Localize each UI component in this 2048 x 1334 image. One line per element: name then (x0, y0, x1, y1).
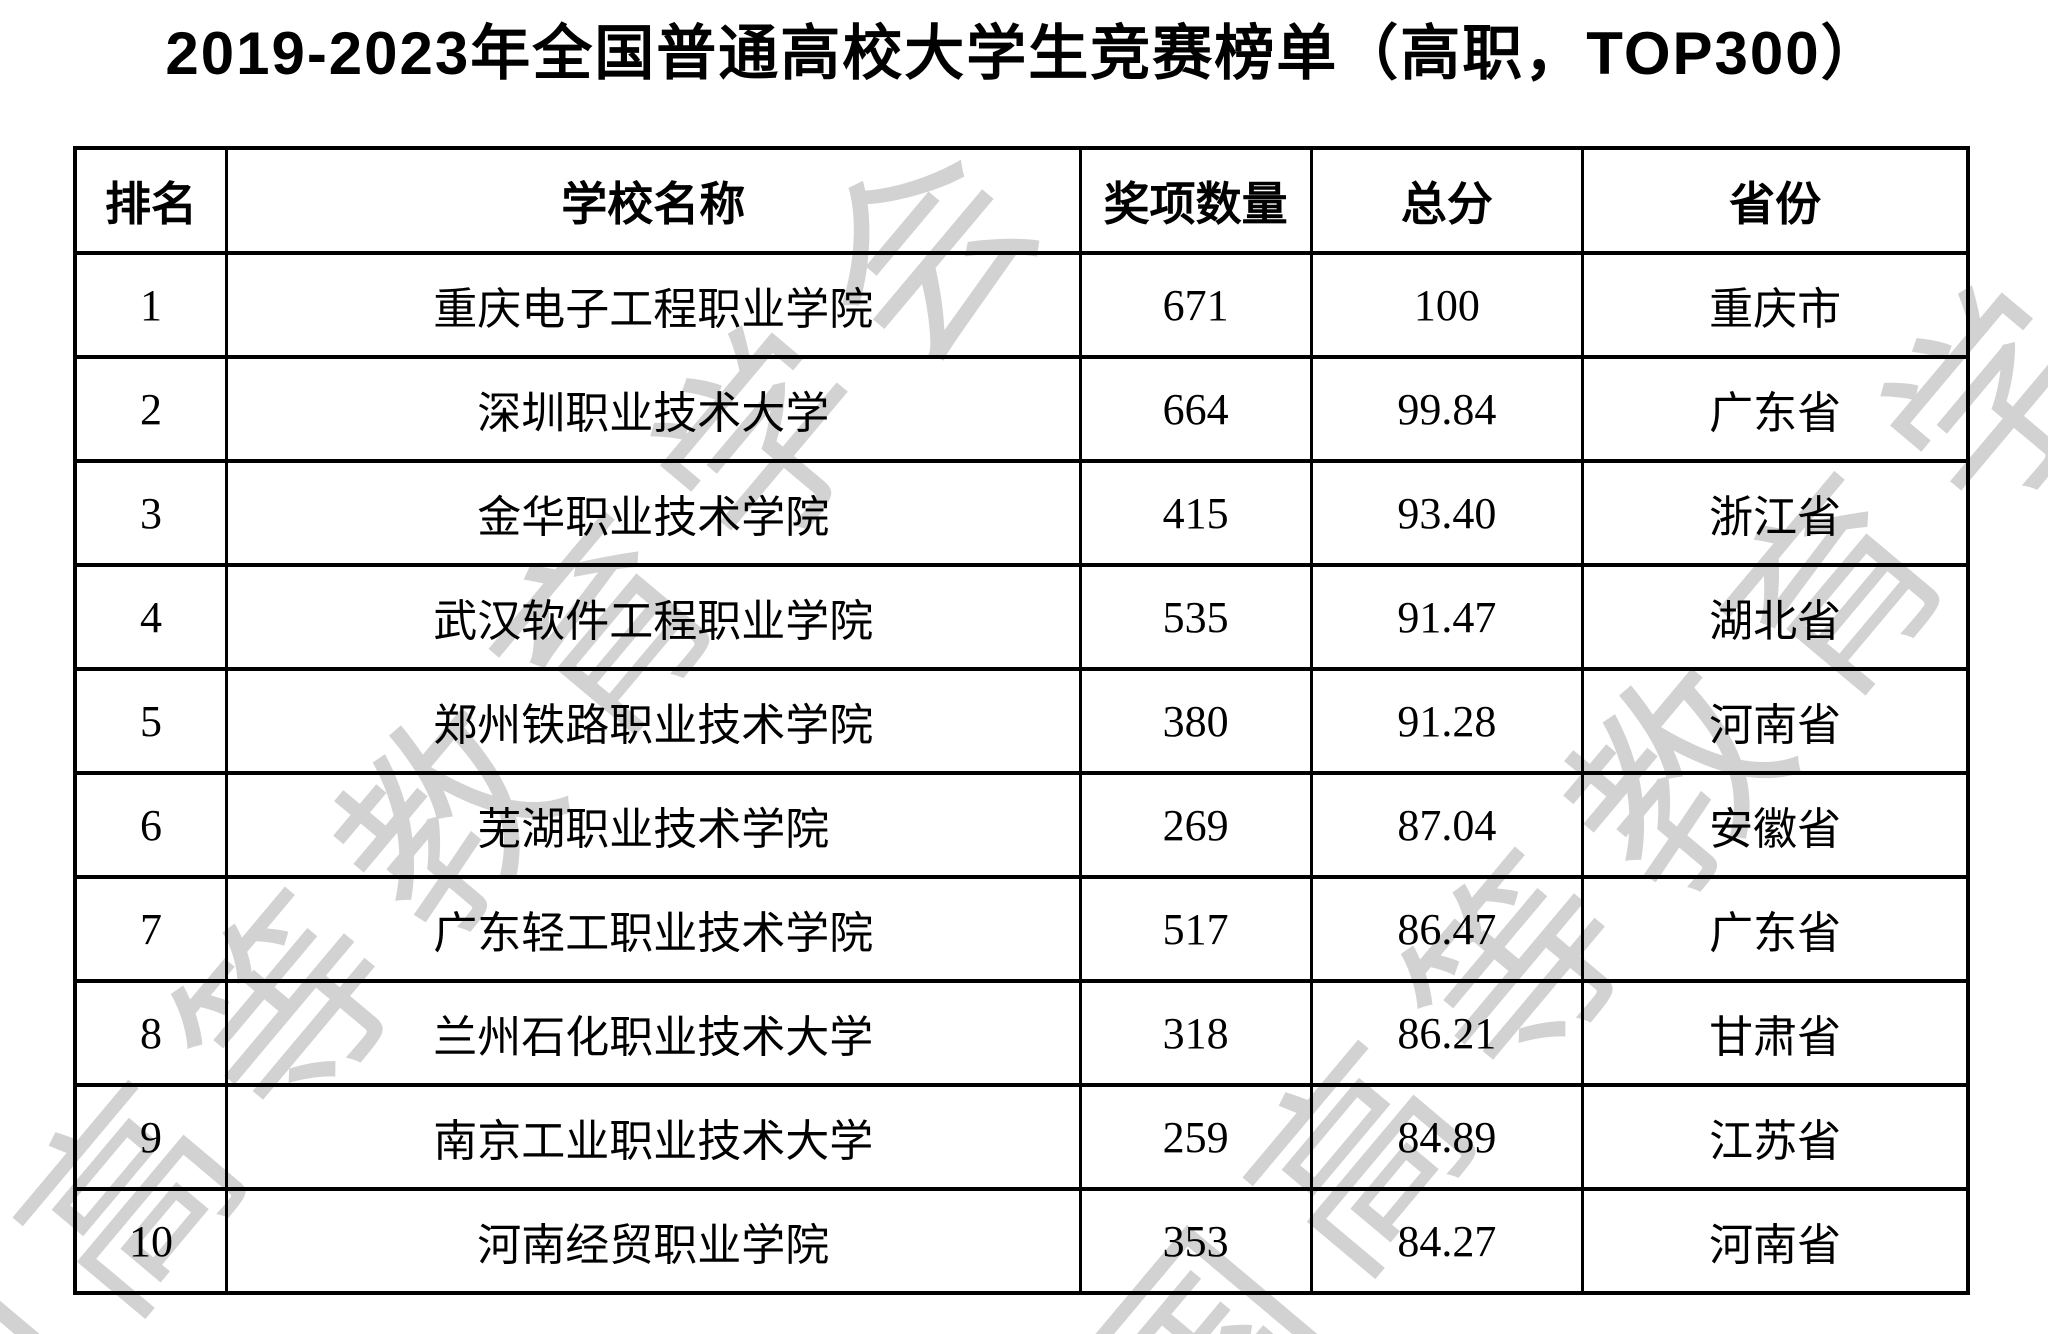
score-cell: 84.89 (1309, 1083, 1585, 1191)
table-body: 1 重庆电子工程职业学院 671 100 重庆市 2 深圳职业技术大学 664 … (73, 251, 1970, 1295)
rank-cell: 5 (73, 667, 228, 775)
province-cell: 湖北省 (1581, 563, 1970, 671)
score-cell: 91.28 (1309, 667, 1585, 775)
header-rank: 排名 (73, 146, 228, 255)
school-cell: 郑州铁路职业技术学院 (224, 667, 1082, 775)
score-cell: 84.27 (1309, 1187, 1585, 1295)
rank-cell: 1 (73, 251, 228, 359)
province-cell: 江苏省 (1581, 1083, 1970, 1191)
table-row: 1 重庆电子工程职业学院 671 100 重庆市 (73, 251, 1970, 359)
table-row: 9 南京工业职业技术大学 259 84.89 江苏省 (73, 1083, 1970, 1191)
ranking-table: 排名 学校名称 奖项数量 总分 省份 1 重庆电子工程职业学院 671 100 … (73, 146, 1970, 1295)
awards-cell: 318 (1078, 979, 1313, 1087)
awards-cell: 664 (1078, 355, 1313, 463)
rank-cell: 4 (73, 563, 228, 671)
province-cell: 河南省 (1581, 1187, 1970, 1295)
awards-cell: 671 (1078, 251, 1313, 359)
header-row: 排名 学校名称 奖项数量 总分 省份 (73, 146, 1970, 255)
score-cell: 93.40 (1309, 459, 1585, 567)
rank-cell: 2 (73, 355, 228, 463)
score-cell: 87.04 (1309, 771, 1585, 879)
school-cell: 深圳职业技术大学 (224, 355, 1082, 463)
school-cell: 兰州石化职业技术大学 (224, 979, 1082, 1087)
rank-cell: 9 (73, 1083, 228, 1191)
header-awards: 奖项数量 (1078, 146, 1313, 255)
awards-cell: 517 (1078, 875, 1313, 983)
rank-cell: 6 (73, 771, 228, 879)
province-cell: 河南省 (1581, 667, 1970, 775)
score-cell: 86.21 (1309, 979, 1585, 1087)
province-cell: 广东省 (1581, 875, 1970, 983)
table-row: 4 武汉软件工程职业学院 535 91.47 湖北省 (73, 563, 1970, 671)
province-cell: 广东省 (1581, 355, 1970, 463)
awards-cell: 353 (1078, 1187, 1313, 1295)
rank-cell: 3 (73, 459, 228, 567)
score-cell: 99.84 (1309, 355, 1585, 463)
header-province: 省份 (1581, 146, 1970, 255)
header-score: 总分 (1309, 146, 1585, 255)
table-row: 7 广东轻工职业技术学院 517 86.47 广东省 (73, 875, 1970, 983)
province-cell: 安徽省 (1581, 771, 1970, 879)
awards-cell: 269 (1078, 771, 1313, 879)
school-cell: 广东轻工职业技术学院 (224, 875, 1082, 983)
awards-cell: 259 (1078, 1083, 1313, 1191)
school-cell: 金华职业技术学院 (224, 459, 1082, 567)
header-school: 学校名称 (224, 146, 1082, 255)
table-row: 6 芜湖职业技术学院 269 87.04 安徽省 (73, 771, 1970, 879)
rank-cell: 7 (73, 875, 228, 983)
score-cell: 100 (1309, 251, 1585, 359)
rank-cell: 8 (73, 979, 228, 1087)
awards-cell: 415 (1078, 459, 1313, 567)
score-cell: 86.47 (1309, 875, 1585, 983)
page-title: 2019-2023年全国普通高校大学生竞赛榜单（高职，TOP300） (165, 20, 1883, 87)
awards-cell: 535 (1078, 563, 1313, 671)
table-row: 5 郑州铁路职业技术学院 380 91.28 河南省 (73, 667, 1970, 775)
school-cell: 武汉软件工程职业学院 (224, 563, 1082, 671)
score-cell: 91.47 (1309, 563, 1585, 671)
school-cell: 南京工业职业技术大学 (224, 1083, 1082, 1191)
table-row: 2 深圳职业技术大学 664 99.84 广东省 (73, 355, 1970, 463)
rank-cell: 10 (73, 1187, 228, 1295)
table-row: 8 兰州石化职业技术大学 318 86.21 甘肃省 (73, 979, 1970, 1087)
school-cell: 芜湖职业技术学院 (224, 771, 1082, 879)
table-row: 10 河南经贸职业学院 353 84.27 河南省 (73, 1187, 1970, 1295)
table-header: 排名 学校名称 奖项数量 总分 省份 (73, 146, 1970, 255)
province-cell: 甘肃省 (1581, 979, 1970, 1087)
school-cell: 河南经贸职业学院 (224, 1187, 1082, 1295)
school-cell: 重庆电子工程职业学院 (224, 251, 1082, 359)
province-cell: 重庆市 (1581, 251, 1970, 359)
awards-cell: 380 (1078, 667, 1313, 775)
table-row: 3 金华职业技术学院 415 93.40 浙江省 (73, 459, 1970, 567)
province-cell: 浙江省 (1581, 459, 1970, 567)
